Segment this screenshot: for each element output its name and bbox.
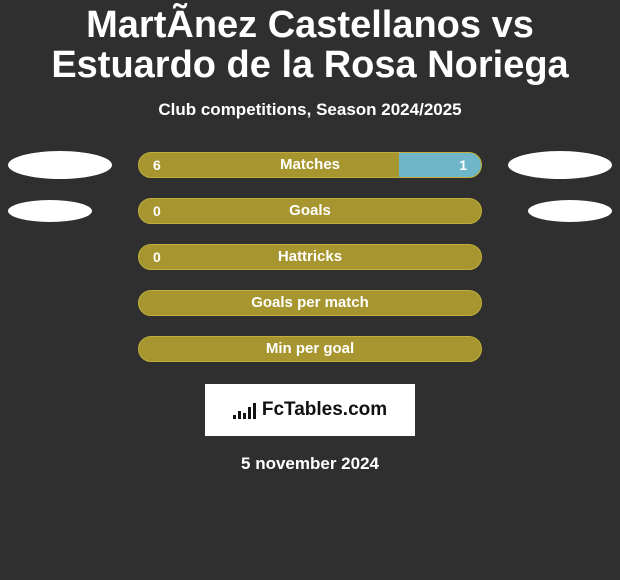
stat-value-right: 1 [459,157,467,173]
player-left-marker [8,200,92,222]
stat-bar: Min per goal [138,336,482,362]
stat-label: Goals [289,202,331,219]
stat-value-left: 0 [153,203,161,219]
stat-row: Min per goal [0,336,620,362]
stat-label: Matches [280,156,340,173]
date-text: 5 november 2024 [0,454,620,474]
comparison-graphic: MartÃ­nez Castellanos vs Estuardo de la … [0,0,620,580]
page-title: MartÃ­nez Castellanos vs Estuardo de la … [0,0,620,86]
stat-bar: Goals per match [138,290,482,316]
stat-bar-right-fill [399,153,481,177]
stat-bar-left-fill [139,153,399,177]
stat-label: Min per goal [266,340,354,357]
stat-row: Matches 6 1 [0,152,620,178]
stat-bar: Goals 0 [138,198,482,224]
player-left-marker [8,151,112,179]
logo-text: FcTables.com [262,399,387,421]
stat-value-left: 0 [153,249,161,265]
subtitle: Club competitions, Season 2024/2025 [0,100,620,120]
stat-rows: Matches 6 1 Goals 0 Hattricks 0 Goals per match… [0,152,620,362]
player-right-marker [528,200,612,222]
stat-row: Goals 0 [0,198,620,224]
stat-row: Goals per match [0,290,620,316]
stat-label: Goals per match [251,294,369,311]
logo-bars-icon [233,401,256,419]
stat-label: Hattricks [278,248,342,265]
fctables-logo: FcTables.com [205,384,415,436]
stat-bar: Matches 6 1 [138,152,482,178]
stat-row: Hattricks 0 [0,244,620,270]
player-right-marker [508,151,612,179]
stat-value-left: 6 [153,157,161,173]
stat-bar: Hattricks 0 [138,244,482,270]
